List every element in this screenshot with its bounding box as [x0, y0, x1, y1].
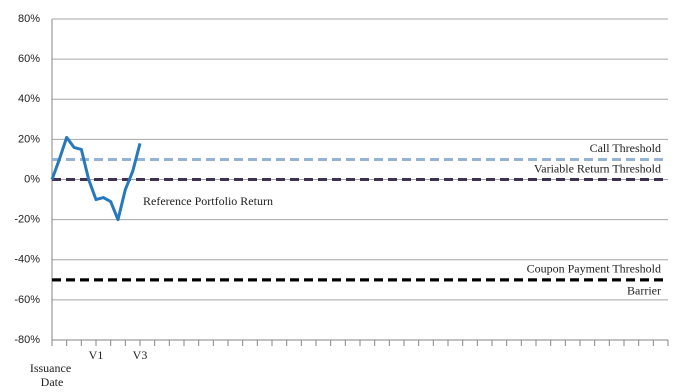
y-tick-label: -40%: [14, 254, 40, 266]
y-tick-label: 80%: [18, 13, 40, 25]
y-tick-label: -20%: [14, 214, 40, 226]
x-tick-label: Issuance Date: [30, 361, 74, 389]
threshold-label: Call Threshold: [590, 141, 661, 155]
y-tick-label: 40%: [18, 93, 40, 105]
threshold-label: Barrier: [627, 284, 661, 298]
series-line: [50, 135, 142, 222]
x-tick-label: V1: [89, 348, 104, 362]
x-tick-label: V3: [133, 348, 148, 362]
y-tick-label: 20%: [18, 133, 40, 145]
y-tick-label: -80%: [14, 334, 40, 346]
threshold-label: Variable Return Threshold: [534, 161, 661, 175]
y-tick-label: 60%: [18, 53, 40, 65]
y-tick-label: -60%: [14, 294, 40, 306]
y-tick-label: 0%: [24, 173, 40, 185]
series-label: Reference Portfolio Return: [143, 194, 273, 208]
threshold-label: Coupon Payment Threshold: [527, 262, 661, 276]
